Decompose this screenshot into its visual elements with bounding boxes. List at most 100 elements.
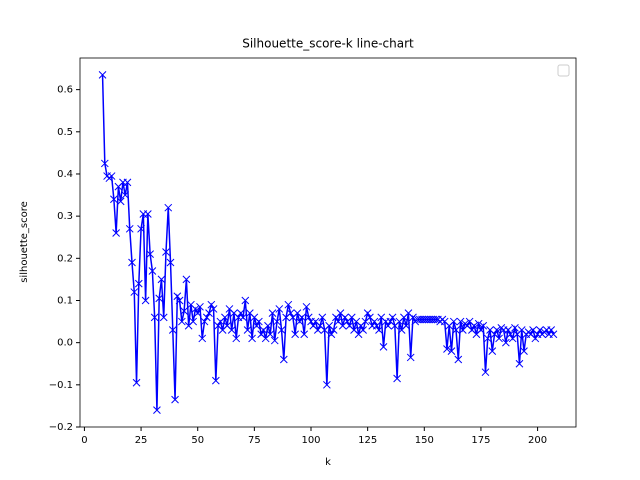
data-point-marker: [479, 321, 488, 330]
data-point-marker: [264, 321, 272, 330]
plot-frame: [79, 57, 577, 428]
x-tick-label: 25: [135, 435, 148, 446]
data-point-marker: [110, 195, 118, 204]
data-point-marker: [379, 343, 388, 351]
data-point-marker: [531, 334, 540, 343]
x-tick-label: 125: [358, 435, 377, 446]
data-point-marker: [388, 313, 397, 322]
data-point-marker: [182, 275, 191, 284]
data-point-marker: [191, 305, 200, 313]
legend-box: [557, 64, 570, 77]
y-tick-label: 0.2: [57, 253, 73, 264]
chart-title: Silhouette_score-k line-chart: [242, 37, 414, 51]
data-point-marker: [202, 313, 211, 322]
data-point-marker: [180, 307, 188, 315]
data-point-marker: [300, 330, 309, 339]
data-point-marker: [549, 330, 558, 339]
data-point-marker: [144, 210, 152, 218]
data-point-marker: [164, 203, 173, 212]
data-point-marker: [239, 313, 247, 322]
data-point-marker: [470, 321, 479, 330]
data-point-marker: [506, 330, 515, 339]
data-point-marker: [304, 313, 313, 322]
data-point-marker: [452, 326, 460, 334]
data-point-marker: [447, 347, 456, 355]
data-point-marker: [277, 326, 286, 334]
x-tick-label: 75: [248, 435, 261, 446]
data-point-marker: [511, 324, 519, 332]
data-point-marker: [443, 345, 451, 353]
data-point-marker: [270, 336, 279, 345]
data-point-marker: [502, 338, 510, 347]
data-point-marker: [295, 317, 304, 326]
data-point-marker: [474, 319, 483, 328]
data-point-marker: [189, 317, 198, 326]
data-point-marker: [275, 305, 284, 313]
data-point-marker: [488, 347, 497, 355]
data-point-marker: [409, 313, 417, 322]
data-point-marker: [211, 376, 220, 385]
data-point-marker: [318, 313, 327, 322]
data-point-marker: [363, 309, 372, 317]
data-point-marker: [121, 191, 130, 199]
data-point-marker: [406, 353, 415, 362]
data-point-marker: [273, 317, 281, 326]
data-point-marker: [286, 309, 295, 317]
data-point-marker: [236, 309, 245, 317]
data-point-marker: [159, 313, 168, 322]
data-point-marker: [112, 229, 120, 237]
y-tick-label: 0.5: [57, 127, 73, 138]
data-point-marker: [98, 71, 107, 79]
data-point-marker: [341, 313, 349, 322]
data-point-marker: [536, 326, 544, 334]
data-point-marker: [232, 334, 241, 343]
data-point-marker: [116, 197, 125, 206]
data-point-marker: [268, 309, 277, 317]
x-axis-label: k: [325, 457, 331, 468]
data-point-marker: [200, 317, 209, 326]
data-point-marker: [175, 296, 184, 305]
data-point-marker: [243, 326, 252, 334]
data-point-marker: [221, 313, 229, 322]
data-point-marker: [456, 317, 465, 326]
data-point-marker: [193, 309, 202, 317]
data-point-marker: [279, 355, 288, 364]
y-tick-label: 0.6: [57, 85, 73, 96]
y-tick-label: 0.4: [57, 169, 73, 180]
x-tick-label: 150: [415, 435, 434, 446]
data-point-marker: [313, 326, 322, 334]
y-tick-label: 0.0: [57, 338, 73, 349]
data-point-marker: [148, 267, 157, 275]
data-point-marker: [132, 378, 141, 387]
data-point-marker: [302, 302, 311, 311]
data-point-marker: [207, 300, 216, 309]
data-point-marker: [255, 317, 263, 326]
data-point-marker: [359, 326, 367, 334]
data-point-marker: [107, 172, 116, 180]
data-point-marker: [227, 326, 236, 334]
y-tick-label: 0.3: [57, 211, 73, 222]
data-point-marker: [495, 334, 503, 343]
data-point-marker: [483, 334, 492, 343]
data-point-marker: [209, 305, 218, 313]
data-point-marker: [327, 330, 336, 339]
data-point-marker: [130, 288, 139, 296]
data-point-marker: [393, 374, 401, 383]
y-tick-label: −0.1: [49, 380, 73, 391]
y-tick-label: −0.2: [49, 422, 73, 433]
data-point-marker: [515, 359, 524, 368]
data-point-marker: [449, 317, 458, 326]
x-tick-label: 0: [81, 435, 87, 446]
data-point-marker: [329, 326, 338, 334]
data-point-marker: [248, 334, 256, 343]
data-point-marker: [155, 294, 164, 303]
x-tick-label: 175: [471, 435, 490, 446]
data-point-marker: [123, 178, 132, 187]
data-point-marker: [198, 334, 207, 343]
data-point-marker: [372, 321, 381, 330]
data-point-marker: [252, 321, 261, 330]
x-tick-label: 50: [191, 435, 204, 446]
data-point-marker: [146, 250, 154, 258]
